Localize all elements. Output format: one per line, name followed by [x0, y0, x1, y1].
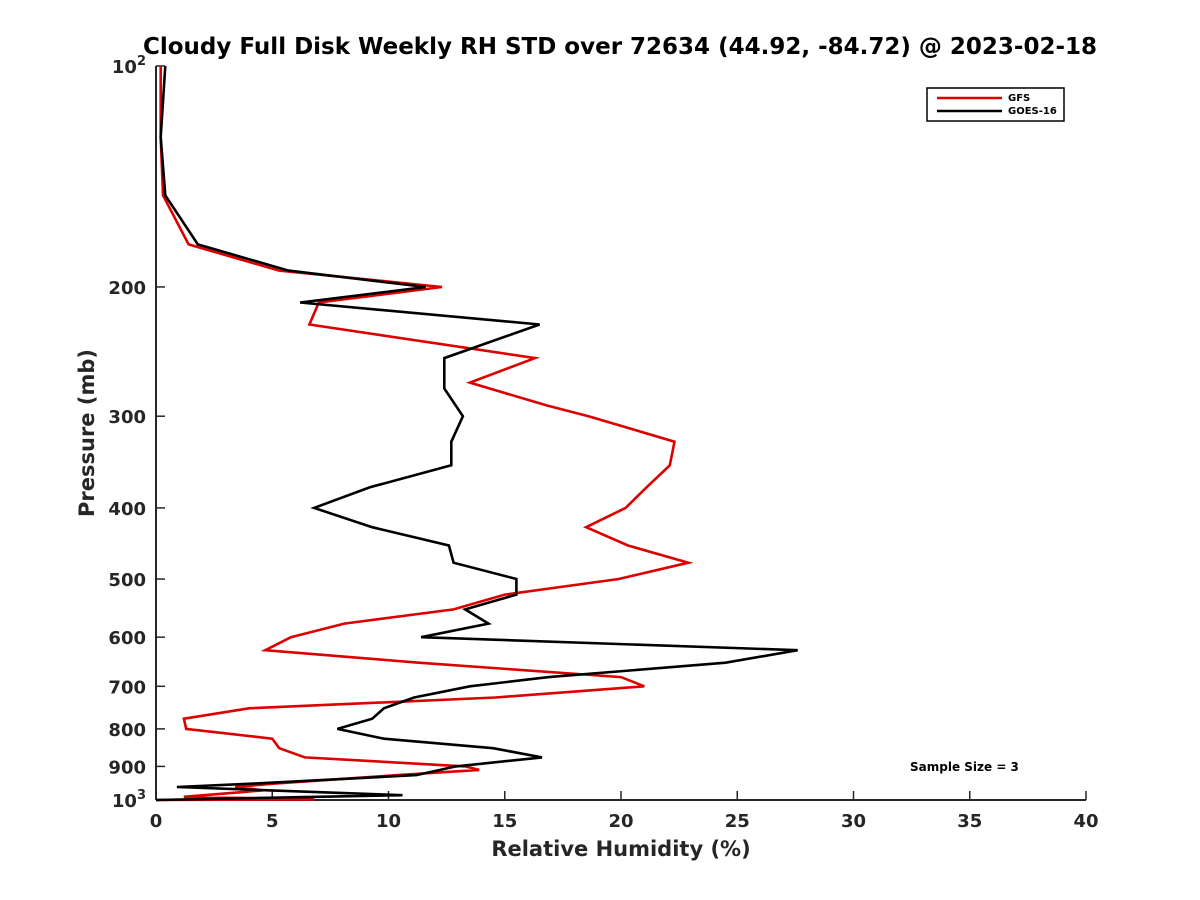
x-tick-label: 35 — [957, 811, 982, 832]
chart-title: Cloudy Full Disk Weekly RH STD over 7263… — [143, 34, 1097, 60]
sample-size-annotation: Sample Size = 3 — [910, 760, 1019, 774]
series-lines — [155, 65, 798, 802]
x-tick-label: 15 — [492, 811, 517, 832]
x-tick-label: 5 — [266, 811, 279, 832]
legend-label-gfs: GFS — [1008, 93, 1030, 104]
y-ticks: 102 200 300 400 500 600 700 800 900 103 — [108, 54, 165, 812]
y-tick-label: 103 — [112, 788, 146, 812]
x-tick-label: 30 — [841, 811, 866, 832]
x-axis-label: Relative Humidity (%) — [491, 837, 750, 861]
y-tick-label: 400 — [108, 499, 146, 520]
y-tick-label: 300 — [108, 407, 146, 428]
x-tick-label: 25 — [725, 811, 750, 832]
y-axis-label: Pressure (mb) — [75, 349, 99, 517]
legend-box — [926, 87, 1065, 122]
y-tick-label: 800 — [108, 720, 146, 741]
legend-label-goes-16: GOES-16 — [1008, 106, 1057, 117]
x-tick-label: 10 — [376, 811, 401, 832]
x-tick-label: 0 — [150, 811, 163, 832]
plot-area: 0 5 10 15 20 25 30 35 40 102 200 300 400 500 600 700 80… — [108, 54, 1098, 832]
series-line-goes-16 — [155, 65, 798, 802]
x-tick-label: 20 — [608, 811, 633, 832]
y-tick-label: 700 — [108, 677, 146, 698]
x-ticks: 0 5 10 15 20 25 30 35 40 — [150, 791, 1099, 832]
series-line-gfs — [155, 66, 694, 802]
legend: GFS GOES-16 — [926, 87, 1065, 122]
y-tick-label: 102 — [112, 54, 146, 78]
y-tick-label: 500 — [108, 570, 146, 591]
x-tick-label: 40 — [1073, 811, 1098, 832]
y-tick-label: 900 — [108, 757, 146, 778]
y-tick-label: 600 — [108, 628, 146, 649]
y-tick-label: 200 — [108, 278, 146, 299]
